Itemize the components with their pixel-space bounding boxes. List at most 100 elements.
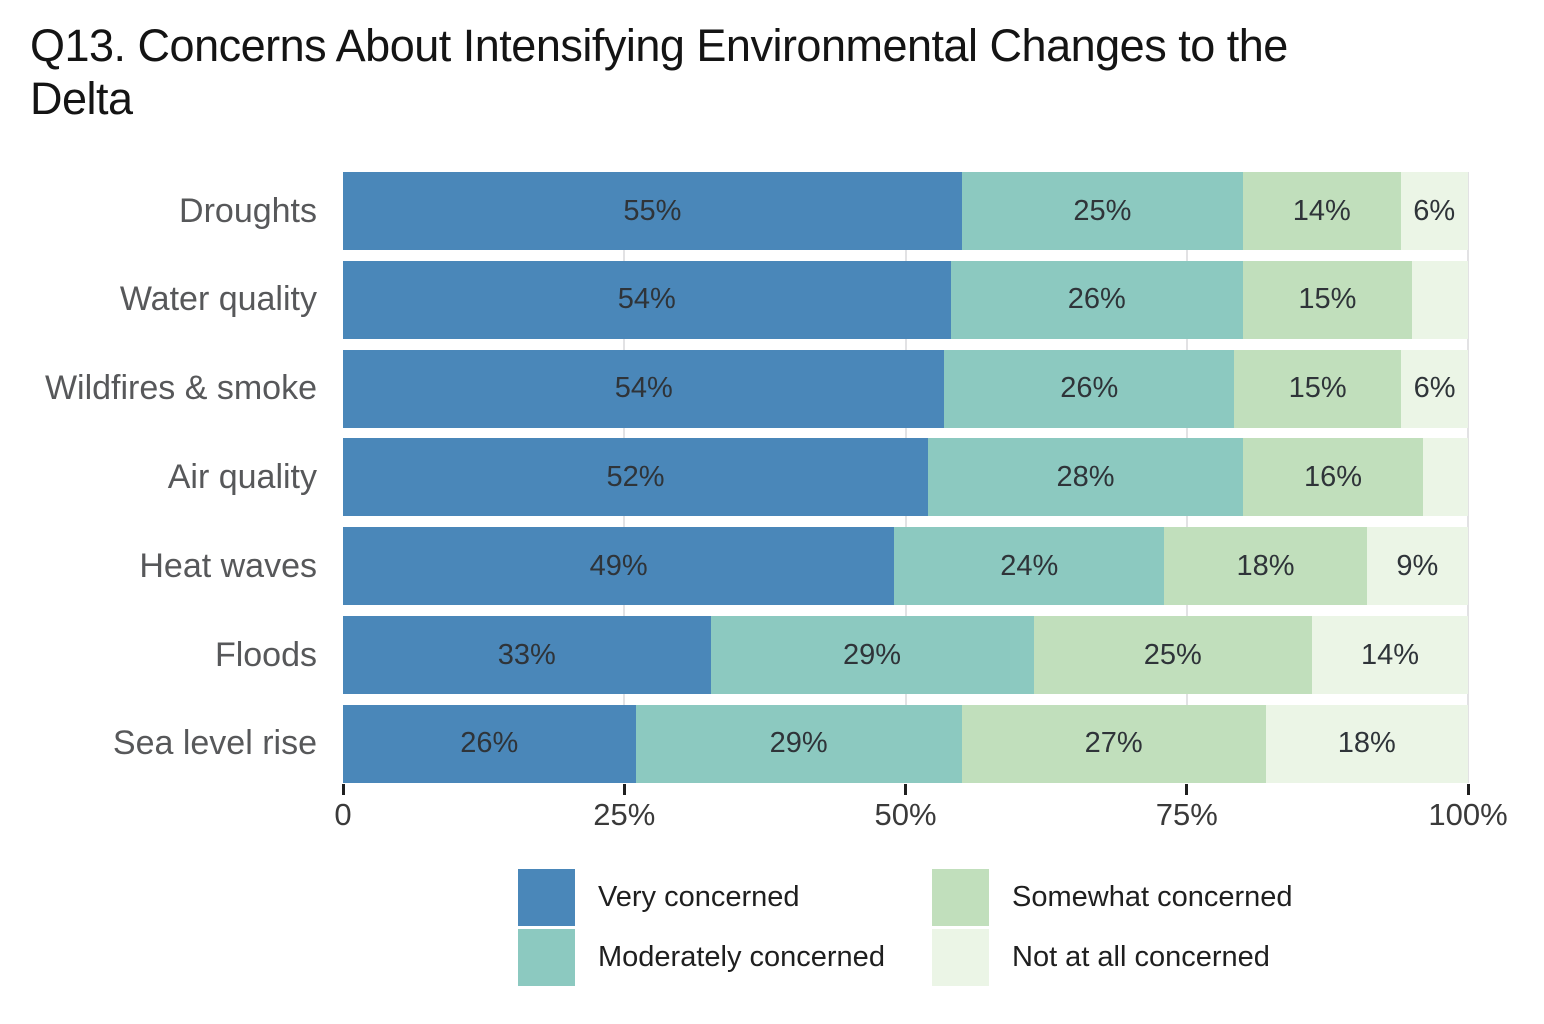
bar-segment: 25% [1033,616,1313,695]
legend-swatch [518,869,575,926]
bar-segment: 15% [1234,349,1402,428]
bar-segment: 18% [1164,527,1367,606]
bar-segment [1411,260,1468,339]
bar-segment: 54% [343,260,951,339]
bar-segment: 6% [1401,349,1468,428]
bar-segment: 16% [1243,438,1423,517]
bar-segment-label: 28% [1056,460,1115,493]
chart-title: Q13. Concerns About Intensifying Environ… [30,20,1530,125]
axis-tick-label: 50% [874,797,937,832]
category-label: Air quality [167,457,317,496]
axis-tick-label: 75% [1155,797,1218,832]
bar-segment: 24% [894,527,1165,606]
bar-segment-label: 25% [1073,194,1132,227]
bar-segment-label: 6% [1413,194,1456,227]
axis-tick [341,784,345,795]
bar-segment: 25% [961,172,1243,250]
bar-segment: 54% [343,349,945,428]
bar-segment: 14% [1243,172,1401,250]
bar-segment: 14% [1312,616,1468,695]
legend-label: Not at all concerned [1012,941,1270,973]
bar-segment-label: 6% [1413,372,1456,405]
bar-row: 26% 29% 27% 18% [343,704,1468,783]
legend-item: Very concerned [518,869,885,926]
bar-segment-label: 33% [497,638,556,671]
category-label: Heat waves [139,546,317,585]
bar-segment-label: 16% [1303,460,1363,493]
bar-segment-label: 14% [1292,194,1351,227]
axis-tick [904,784,907,795]
bar-segment-label: 26% [1067,283,1126,316]
bar-segment: 29% [710,616,1034,695]
bar-row: 55% 25% 14% 6% [343,172,1468,250]
legend-column-2: Somewhat concerned Not at all concerned [932,869,1293,986]
bar-segment: 33% [343,616,711,695]
bar-segment-label: 26% [460,727,519,760]
category-label: Droughts [179,191,317,230]
chart-title-line-2: Delta [30,72,133,124]
bar-segment: 55% [343,172,962,250]
bar-row: 54% 26% 15% 6% [343,349,1468,428]
bar-segment-label: 52% [606,460,665,493]
bar-segment: 27% [961,704,1266,783]
bar-segment-label: 49% [589,549,648,582]
bar-row: 33% 29% 25% 14% [343,616,1468,695]
bar-segment-label: 25% [1143,638,1202,671]
bar-row: 54% 26% 15% [343,260,1468,339]
axis-tick [622,784,626,795]
bar-segment [1423,438,1468,517]
legend-label: Somewhat concerned [1012,881,1293,913]
bar-segment-label: 55% [623,194,682,227]
bar-segment: 18% [1265,704,1468,783]
bar-segment-label: 54% [617,283,676,316]
legend-item: Somewhat concerned [932,869,1293,926]
bar-segment-label: 26% [1060,372,1119,405]
category-label: Sea level rise [112,724,317,763]
bar-rows: 55% 25% 14% 6% 54% 26% 15% 54% 26% 15% 6% 52% 28% 16%… [343,172,1468,783]
bar-segment-label: 18% [1236,549,1295,582]
bar-segment-label: 9% [1396,549,1439,582]
bar-segment: 26% [950,260,1243,339]
legend-swatch [932,929,989,986]
legend-column-1: Very concerned Moderately concerned [518,869,885,986]
axis-tick [1466,784,1470,795]
bar-segment: 26% [343,704,636,783]
chart-title-line-1: Q13. Concerns About Intensifying Environ… [30,20,1288,71]
gridline [1467,172,1469,783]
bar-segment: 49% [343,527,895,606]
bar-segment: 15% [1243,260,1412,339]
legend-swatch [932,869,989,926]
legend-item: Moderately concerned [518,929,885,986]
bar-segment-label: 24% [1000,549,1059,582]
bar-segment-label: 15% [1288,372,1347,405]
legend-label: Moderately concerned [598,941,885,973]
bar-segment-label: 29% [769,727,828,760]
bar-segment: 9% [1366,527,1468,606]
bar-row: 52% 28% 16% [343,438,1468,517]
bar-segment-label: 54% [614,372,673,405]
category-label: Wildfires & smoke [44,369,317,408]
axis-tick [1185,784,1189,795]
category-label: Floods [214,635,317,674]
bar-segment: 52% [343,438,928,517]
bar-segment: 26% [944,349,1235,428]
plot-area: 55% 25% 14% 6% 54% 26% 15% 54% 26% 15% 6% 52% 28% 16%… [343,172,1469,783]
bar-segment-label: 14% [1360,638,1420,671]
legend-item: Not at all concerned [932,929,1293,986]
bar-segment-label: 29% [843,638,902,671]
bar-segment: 28% [928,438,1243,517]
y-axis-labels: Droughts Water quality Wildfires & smoke Ai… [0,172,330,783]
bar-segment-label: 15% [1298,283,1357,316]
bar-segment: 6% [1400,172,1468,250]
legend-swatch [518,929,575,986]
axis-tick-label: 0 [334,797,352,832]
bar-segment-label: 18% [1337,727,1396,760]
bar-segment: 29% [635,704,962,783]
bar-row: 49% 24% 18% 9% [343,527,1468,606]
axis-tick-label: 25% [593,797,656,832]
legend-label: Very concerned [598,881,800,913]
category-label: Water quality [119,280,317,319]
axis-tick-label: 100% [1428,797,1508,832]
bar-segment-label: 27% [1084,727,1143,760]
